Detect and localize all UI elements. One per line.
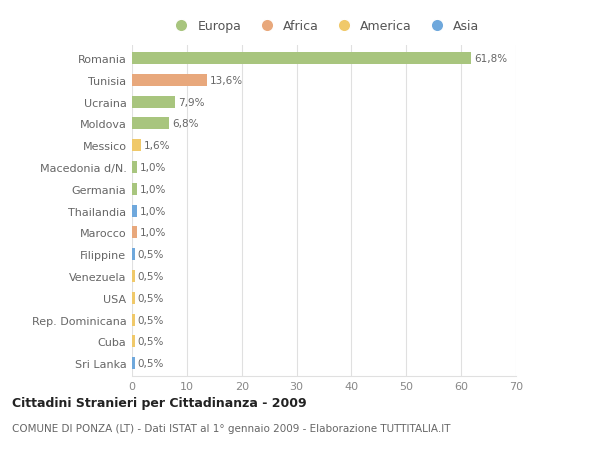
Bar [132, 205, 137, 217]
Bar [132, 53, 471, 65]
Bar [132, 358, 135, 369]
Bar [132, 96, 175, 108]
Text: 0,5%: 0,5% [137, 358, 164, 368]
Text: 1,0%: 1,0% [140, 206, 167, 216]
Text: 1,6%: 1,6% [143, 141, 170, 151]
Bar [132, 140, 141, 152]
Bar [132, 184, 137, 196]
Text: 0,5%: 0,5% [137, 315, 164, 325]
Text: 0,5%: 0,5% [137, 336, 164, 347]
Text: 1,0%: 1,0% [140, 162, 167, 173]
Text: 0,5%: 0,5% [137, 293, 164, 303]
Text: 0,5%: 0,5% [137, 250, 164, 260]
Bar [132, 270, 135, 282]
Text: 0,5%: 0,5% [137, 271, 164, 281]
Bar [132, 336, 135, 347]
Bar [132, 292, 135, 304]
Text: COMUNE DI PONZA (LT) - Dati ISTAT al 1° gennaio 2009 - Elaborazione TUTTITALIA.I: COMUNE DI PONZA (LT) - Dati ISTAT al 1° … [12, 424, 451, 433]
Text: 13,6%: 13,6% [209, 76, 242, 86]
Text: 1,0%: 1,0% [140, 228, 167, 238]
Legend: Europa, Africa, America, Asia: Europa, Africa, America, Asia [169, 20, 479, 33]
Text: 1,0%: 1,0% [140, 185, 167, 195]
Bar [132, 227, 137, 239]
Text: 6,8%: 6,8% [172, 119, 199, 129]
Text: 7,9%: 7,9% [178, 97, 205, 107]
Bar [132, 75, 206, 87]
Text: Cittadini Stranieri per Cittadinanza - 2009: Cittadini Stranieri per Cittadinanza - 2… [12, 396, 307, 409]
Bar [132, 249, 135, 261]
Text: 61,8%: 61,8% [474, 54, 507, 64]
Bar [132, 314, 135, 326]
Bar [132, 162, 137, 174]
Bar [132, 118, 169, 130]
